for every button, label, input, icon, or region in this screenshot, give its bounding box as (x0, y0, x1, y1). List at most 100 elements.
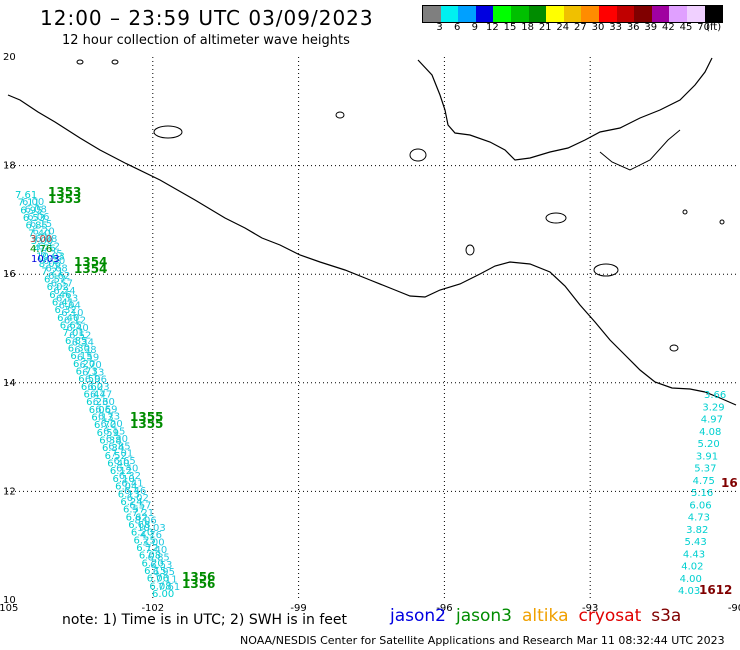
color-swatch (634, 6, 652, 22)
lake-or-island-outline (111, 59, 119, 65)
pass-time-label: 1353 (48, 192, 81, 206)
wave-height-value: 6.13 (118, 489, 140, 500)
wave-height-value: 6.02 (127, 493, 149, 504)
longitude-label: -99 (290, 603, 306, 614)
wave-height-value: 6.12 (136, 543, 158, 554)
wave-height-value: 6.23 (87, 382, 109, 393)
wave-height-value: 7.21 (132, 508, 154, 519)
wave-height-value: 8.06 (39, 259, 61, 270)
lake-or-island-outline (545, 212, 567, 224)
color-scale-labels: 3 6 9 12 15 18 21 24 27 30 33 36 39 42 45 70 (ft) (422, 22, 740, 34)
color-scale-label: 21 (538, 22, 552, 33)
color-swatch (651, 6, 670, 22)
wave-height-value: 6.60 (93, 397, 115, 408)
color-scale-label: 15 (503, 22, 517, 33)
color-swatch (563, 6, 582, 22)
color-swatch (528, 6, 547, 22)
color-scale-label: 18 (521, 22, 534, 33)
wave-height-value: 6.40 (107, 459, 129, 470)
wave-height-value: 6.20 (73, 359, 95, 370)
gulf-coastline (417, 57, 713, 161)
wave-height-value: 6.59 (77, 352, 99, 363)
wave-height-value: 4.76 (33, 244, 55, 255)
wave-height-value: 3.91 (696, 451, 718, 462)
color-scale-label: 30 (591, 22, 605, 33)
color-scale-label: 36 (626, 22, 640, 33)
satellite-legend-altika: altika (522, 606, 569, 626)
lake-or-island-outline (593, 263, 619, 277)
wave-height-value: 6.40 (57, 313, 79, 324)
wave-height-value: 7.61 (158, 582, 180, 593)
color-swatch (458, 6, 476, 22)
wave-height-value: 6.20 (141, 558, 163, 569)
satellite-legend-jason2: jason2 (390, 606, 446, 626)
latitude-label: 18 (3, 161, 16, 172)
wave-height-value: 6.30 (68, 343, 90, 354)
credit-footer: NOAA/NESDIS Center for Satellite Applica… (240, 634, 725, 647)
wave-height-value: 4.03 (678, 586, 700, 597)
satellite-legend-jason3: jason3 (456, 606, 512, 626)
wave-height-value: 6.20 (43, 256, 65, 267)
latitude-label: 10 (3, 595, 16, 606)
wave-height-value: 6.65 (114, 456, 136, 467)
color-swatch (616, 6, 635, 22)
wave-height-value: 6.12 (64, 315, 86, 326)
wave-height-value: 6.70 (94, 420, 116, 431)
wave-height-value: 6.38 (74, 345, 96, 356)
latitude-label: 12 (3, 486, 16, 497)
color-scale-label: 24 (556, 22, 570, 33)
wave-height-value: 6.60 (81, 382, 103, 393)
pass-time-label: 1356 (182, 570, 215, 584)
wave-height-value: 3.82 (686, 525, 708, 536)
wave-height-value: 8.06 (134, 515, 156, 526)
wave-height-value: 6.00 (152, 589, 174, 600)
color-scale-label: 27 (574, 22, 587, 33)
wave-height-value: 6.70 (80, 360, 102, 371)
wave-height-value: 4.75 (693, 476, 715, 487)
wave-height-value: 6.41 (52, 297, 74, 308)
wave-height-value: 6.38 (99, 436, 121, 447)
wave-height-value: 6.13 (91, 413, 113, 424)
wave-height-value: 6.34 (102, 443, 124, 454)
wave-height-value: 6.34 (72, 338, 94, 349)
wave-height-value: 6.15 (70, 351, 92, 362)
color-scale-label: 45 (679, 22, 693, 33)
wave-height-value: 4.76 (30, 244, 52, 255)
color-swatch (704, 6, 723, 22)
latitude-label: 14 (3, 378, 16, 389)
wave-height-value: 6.85 (65, 336, 87, 347)
wave-height-value: 4.43 (683, 549, 705, 560)
pass-time-label: 1353 (48, 185, 81, 199)
wave-height-value: 7.21 (41, 267, 63, 278)
wave-height-value: 6.12 (38, 241, 60, 252)
wave-height-value: 6.08 (139, 551, 161, 562)
color-scale-label: 39 (644, 22, 658, 33)
wave-height-value: 6.06 (689, 500, 711, 511)
wave-height-value: 10.03 (137, 523, 166, 534)
color-swatch (669, 6, 687, 22)
longitude-label: -90 (728, 603, 740, 614)
wave-height-value: 6.57 (44, 274, 66, 285)
pass-time-label: 1355 (130, 417, 163, 431)
wave-height-value: 4.00 (680, 574, 702, 585)
longitude-label: -102 (141, 603, 164, 614)
wave-height-value: 7.40 (145, 545, 167, 556)
wave-height-value: 7.01 (111, 449, 133, 460)
color-scale-label: 3 (436, 22, 443, 33)
wave-height-value: 6.59 (78, 374, 100, 385)
color-scale-label: 9 (471, 22, 478, 33)
pass-time-label: 1612 (699, 583, 732, 597)
wave-height-value: 4.73 (688, 513, 710, 524)
wave-height-value: 6.52 (105, 451, 127, 462)
wave-height-value: 6.13 (82, 367, 104, 378)
satellite-legend-cryosat: cryosat (578, 606, 642, 626)
wave-height-value: 6.04 (115, 482, 137, 493)
lake-or-island-outline (719, 219, 725, 225)
color-scale-label: 33 (609, 22, 622, 33)
wave-height-value: 6.04 (59, 301, 81, 312)
wave-height-value: 6.95 (20, 205, 42, 216)
wave-height-color-scale (422, 5, 724, 23)
wave-height-value: 4.08 (699, 427, 721, 438)
wave-height-value: 7.01 (62, 328, 84, 339)
